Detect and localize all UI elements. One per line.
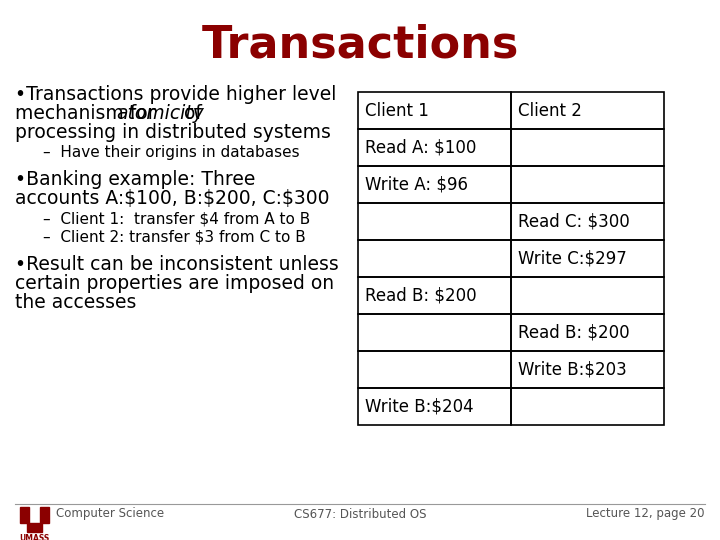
Text: •Transactions provide higher level: •Transactions provide higher level [15,85,336,104]
Bar [511,166,664,203]
Bar [511,351,664,388]
Text: mechanism for: mechanism for [15,104,161,123]
Bar [358,129,511,166]
Bar [358,351,511,388]
Bar [358,314,511,351]
Text: Lecture 12, page 20: Lecture 12, page 20 [587,508,705,521]
Text: –  Client 2: transfer $3 from C to B: – Client 2: transfer $3 from C to B [43,230,306,245]
Text: Read C: $300: Read C: $300 [518,213,630,231]
Text: Client 2: Client 2 [518,102,582,119]
Text: Read B: $200: Read B: $200 [365,287,477,305]
Text: –  Have their origins in databases: – Have their origins in databases [43,145,300,160]
Text: •Banking example: Three: •Banking example: Three [15,170,256,189]
Bar [27,523,42,532]
Text: Read A: $100: Read A: $100 [365,138,477,157]
Bar [511,388,664,425]
Bar [358,166,511,203]
Bar [511,92,664,129]
Text: •Result can be inconsistent unless: •Result can be inconsistent unless [15,255,338,274]
Text: certain properties are imposed on: certain properties are imposed on [15,274,334,293]
Bar [358,203,511,240]
Text: processing in distributed systems: processing in distributed systems [15,123,331,142]
Bar [358,277,511,314]
Text: UMASS: UMASS [19,534,50,540]
Text: –  Client 1:  transfer $4 from A to B: – Client 1: transfer $4 from A to B [43,211,310,226]
Text: Write C:$297: Write C:$297 [518,249,626,267]
Text: CS677: Distributed OS: CS677: Distributed OS [294,508,426,521]
Text: Write B:$203: Write B:$203 [518,361,626,379]
Text: Client 1: Client 1 [365,102,429,119]
Text: atomicity: atomicity [116,104,204,123]
Text: of: of [178,104,202,123]
Bar [358,388,511,425]
Text: Computer Science: Computer Science [56,508,165,521]
Bar [20,507,29,523]
Bar [511,203,664,240]
Bar [358,240,511,277]
Text: Write B:$204: Write B:$204 [365,397,474,415]
Bar [40,507,49,523]
Bar [511,129,664,166]
Text: Write A: $96: Write A: $96 [365,176,468,193]
Bar [511,277,664,314]
Text: Read B: $200: Read B: $200 [518,323,629,341]
Text: the accesses: the accesses [15,293,136,312]
Bar [511,314,664,351]
Bar [358,92,511,129]
Text: accounts A:$100, B:$200, C:$300: accounts A:$100, B:$200, C:$300 [15,189,330,208]
Text: Transactions: Transactions [202,24,518,67]
Bar [511,240,664,277]
